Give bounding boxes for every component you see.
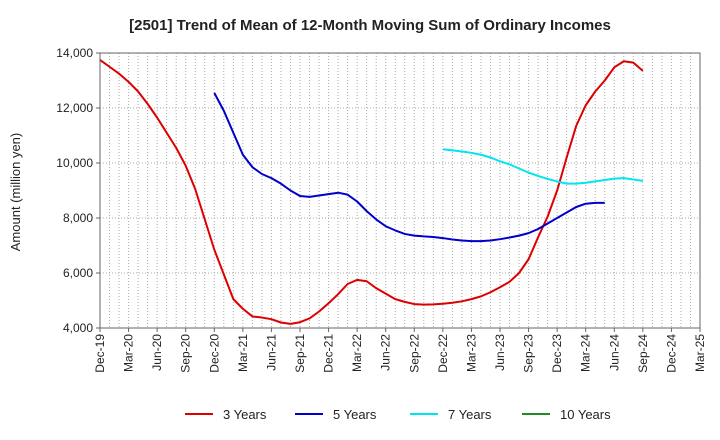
x-tick-label: Jun-22 <box>379 334 393 371</box>
legend-label: 7 Years <box>448 407 492 422</box>
chart-title: [2501] Trend of Mean of 12-Month Moving … <box>129 17 611 34</box>
x-tick-label: Jun-21 <box>264 334 278 371</box>
series-layer <box>99 59 644 325</box>
x-tick-label: Mar-23 <box>464 334 478 372</box>
y-tick-label: 4,000 <box>63 321 93 335</box>
legend-label: 5 Years <box>333 407 377 422</box>
y-axis: 4,000 6,000 8,000 10,000 12,000 14,000 <box>56 46 100 335</box>
x-tick-label: Sep-20 <box>179 334 193 373</box>
x-tick-label: Sep-22 <box>407 334 421 373</box>
series-line-3-years <box>99 59 644 325</box>
y-tick-label: 10,000 <box>56 156 93 170</box>
x-tick-label: Dec-22 <box>436 334 450 373</box>
x-tick-label: Dec-23 <box>550 334 564 373</box>
x-tick-label: Mar-21 <box>236 334 250 372</box>
legend: 3 Years 5 Years 7 Years 10 Years <box>185 407 611 422</box>
series-line-5-years <box>213 92 605 243</box>
x-tick-label: Sep-24 <box>636 334 650 373</box>
x-axis: Dec-19 Mar-20 Jun-20 Sep-20 Dec-20 Mar-21 Jun-… <box>93 328 707 373</box>
x-tick-label: Jun-20 <box>150 334 164 371</box>
plot-frame <box>99 52 701 329</box>
x-tick-label: Mar-22 <box>350 334 364 372</box>
x-tick-label: Sep-21 <box>293 334 307 373</box>
x-tick-label: Sep-23 <box>522 334 536 373</box>
grid <box>100 52 700 329</box>
x-tick-label: Dec-21 <box>322 334 336 373</box>
x-tick-label: Jun-24 <box>607 334 621 371</box>
y-tick-label: 14,000 <box>56 46 93 60</box>
x-tick-label: Dec-20 <box>207 334 221 373</box>
y-tick-label: 8,000 <box>63 211 93 225</box>
x-tick-label: Mar-20 <box>122 334 136 372</box>
legend-label: 10 Years <box>560 407 611 422</box>
y-tick-label: 12,000 <box>56 101 93 115</box>
legend-label: 3 Years <box>223 407 267 422</box>
y-axis-label: Amount (million yen) <box>8 133 23 252</box>
series-line-7-years <box>442 148 644 185</box>
x-tick-label: Mar-25 <box>693 334 707 372</box>
x-tick-label: Mar-24 <box>579 334 593 372</box>
x-tick-label: Dec-19 <box>93 334 107 373</box>
y-tick-label: 6,000 <box>63 266 93 280</box>
x-tick-label: Dec-24 <box>664 334 678 373</box>
x-tick-label: Jun-23 <box>493 334 507 371</box>
